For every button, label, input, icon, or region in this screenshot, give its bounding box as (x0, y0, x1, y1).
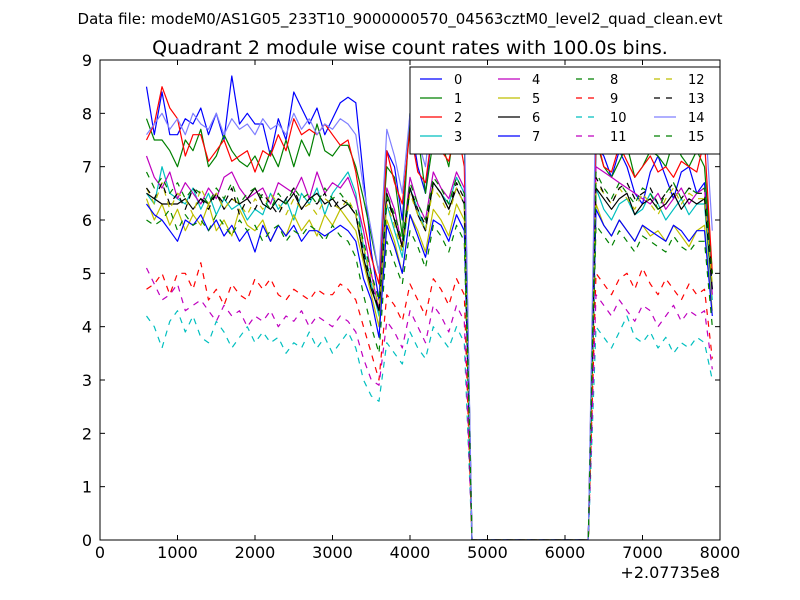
x-tick-label: 5000 (467, 543, 508, 562)
y-tick-label: 6 (82, 211, 92, 230)
x-tick-label: 2000 (235, 543, 276, 562)
legend-label-3: 3 (454, 130, 462, 145)
series-line-10 (146, 310, 713, 540)
y-tick-label: 8 (82, 104, 92, 123)
legend-label-13: 13 (688, 92, 705, 107)
legend-label-6: 6 (532, 111, 540, 126)
chart-suptitle: Data file: modeM0/AS1G05_233T10_90000005… (78, 10, 723, 29)
x-tick-label: 1000 (157, 543, 198, 562)
legend-label-14: 14 (688, 111, 705, 126)
x-tick-label: 6000 (545, 543, 586, 562)
y-tick-label: 7 (82, 158, 92, 177)
series-line-11 (145, 267, 713, 540)
legend-label-12: 12 (688, 73, 705, 88)
x-tick-label: 0 (95, 543, 105, 562)
legend-label-0: 0 (454, 73, 462, 88)
chart-title: Quadrant 2 module wise count rates with … (152, 37, 668, 59)
legend-label-8: 8 (610, 73, 618, 88)
legend-label-5: 5 (532, 92, 540, 107)
x-tick-label: 3000 (312, 543, 353, 562)
legend-label-15: 15 (688, 130, 705, 145)
legend-label-9: 9 (610, 92, 618, 107)
y-tick-label: 2 (82, 424, 92, 443)
y-tick-label: 0 (82, 531, 92, 550)
series-line-15 (145, 171, 713, 540)
legend-box (409, 66, 721, 155)
x-axis-offset-label: +2.07735e8 (620, 563, 720, 582)
y-tick-label: 4 (82, 318, 92, 337)
series-line-9 (146, 262, 713, 540)
y-tick-label: 5 (82, 264, 92, 283)
series-line-7 (146, 203, 713, 540)
y-tick-label: 1 (82, 478, 92, 497)
series-line-8 (146, 208, 713, 540)
legend-label-4: 4 (532, 73, 540, 88)
x-axis: 0 1000 2000 3000 4000 5000 6000 7000 8000 (95, 60, 740, 562)
legend-label-7: 7 (532, 130, 540, 145)
series-line-1 (145, 112, 713, 540)
plot-area: 0 1000 2000 3000 4000 5000 6000 7000 8000 012345… (82, 51, 741, 582)
y-tick-label: 9 (82, 51, 92, 70)
y-tick-label: 3 (82, 371, 92, 390)
x-tick-label: 8000 (700, 543, 741, 562)
legend-label-2: 2 (454, 111, 462, 126)
legend-label-11: 11 (610, 130, 627, 145)
x-tick-label: 4000 (390, 543, 431, 562)
legend-label-1: 1 (454, 92, 462, 107)
x-tick-label: 7000 (622, 543, 663, 562)
legend-label-10: 10 (610, 111, 627, 126)
